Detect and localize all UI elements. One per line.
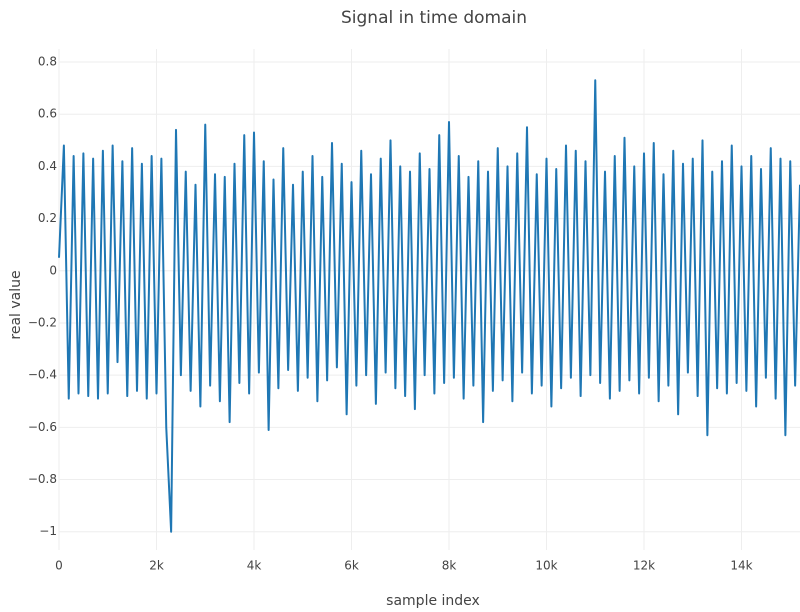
x-tick-label: 12k: [633, 559, 655, 573]
y-tick-label: 0: [49, 263, 57, 277]
y-tick-label: 0.6: [38, 107, 57, 121]
y-tick-label: −0.4: [28, 368, 57, 382]
y-tick-label: −0.8: [28, 472, 57, 486]
y-tick-label: −0.2: [28, 315, 57, 329]
x-tick-label: 14k: [730, 559, 752, 573]
y-tick-label: 0.2: [38, 211, 57, 225]
y-axis-label: real value: [8, 270, 24, 339]
y-tick-label: −0.6: [28, 420, 57, 434]
y-tick-label: 0.8: [38, 55, 57, 69]
x-tick-label: 2k: [149, 559, 164, 573]
y-tick-label: −1: [39, 524, 57, 538]
x-axis-label: sample index: [386, 593, 480, 609]
chart-title: Signal in time domain: [341, 8, 527, 28]
x-tick-label: 6k: [344, 559, 359, 573]
x-tick-label: 10k: [535, 559, 557, 573]
x-tick-label: 8k: [442, 559, 457, 573]
x-tick-label: 0: [55, 559, 63, 573]
y-tick-label: 0.4: [38, 159, 57, 173]
x-tick-label: 4k: [247, 559, 262, 573]
signal-line: [58, 79, 800, 533]
